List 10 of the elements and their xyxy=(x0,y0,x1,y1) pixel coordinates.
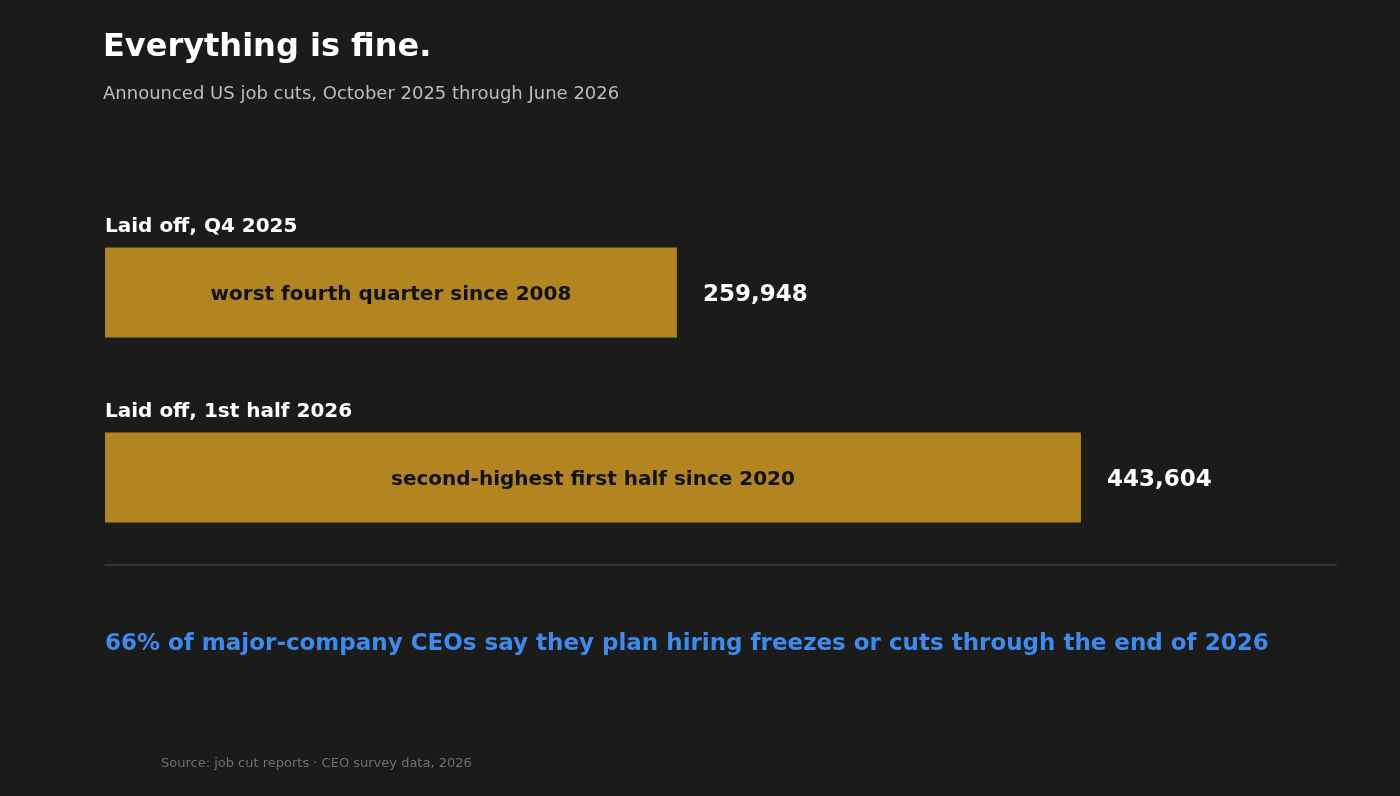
text: 66% of major-company CEOs say they plan hiring freezes or cuts through the end of 2026 xyxy=(105,628,1269,655)
annotation: second-highest first half since 2020 xyxy=(390,465,795,490)
data-label: 259,948 xyxy=(702,279,808,306)
chart-title: Everything is fine. xyxy=(103,26,432,64)
source-note: Source: job cut reports · CEO survey data, 2026 xyxy=(161,755,472,770)
y-tick-label: Laid off, Q4 2025 xyxy=(105,212,298,237)
data-label: 443,604 xyxy=(1106,464,1212,491)
y-tick-label: Laid off, 1st half 2026 xyxy=(105,397,353,422)
chart-subtitle: Announced US job cuts, October 2025 through June 2026 xyxy=(103,81,620,103)
annotation: worst fourth quarter since 2008 xyxy=(210,280,572,305)
